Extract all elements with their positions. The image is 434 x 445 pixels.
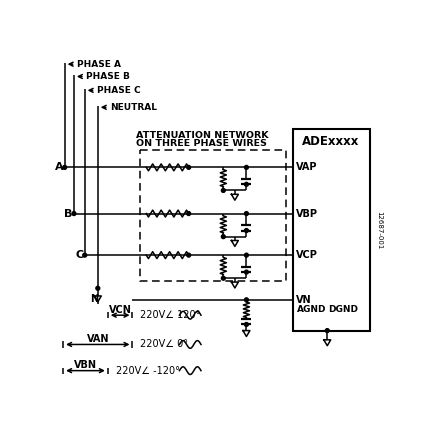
Text: VAP: VAP	[295, 162, 316, 172]
Text: VBN: VBN	[74, 360, 97, 370]
Circle shape	[244, 229, 248, 232]
Text: PHASE B: PHASE B	[86, 72, 130, 81]
Text: ATTENUATION NETWORK: ATTENUATION NETWORK	[135, 131, 267, 140]
Text: ON THREE PHASE WIRES: ON THREE PHASE WIRES	[136, 139, 266, 148]
Text: 220V∠ 120°: 220V∠ 120°	[140, 310, 200, 320]
Circle shape	[186, 212, 190, 215]
Circle shape	[95, 286, 99, 290]
Text: B: B	[64, 209, 72, 218]
Circle shape	[62, 166, 66, 169]
Circle shape	[186, 166, 190, 169]
Text: DGND: DGND	[327, 304, 357, 314]
Circle shape	[221, 276, 225, 280]
Bar	[140, 150, 286, 280]
Text: PHASE C: PHASE C	[97, 86, 140, 95]
Circle shape	[244, 182, 248, 186]
Text: VN: VN	[295, 295, 311, 305]
Circle shape	[186, 253, 190, 257]
Circle shape	[72, 212, 76, 215]
Text: NEUTRAL: NEUTRAL	[110, 103, 157, 112]
Circle shape	[244, 270, 248, 274]
Circle shape	[325, 329, 329, 332]
Text: VCP: VCP	[295, 250, 317, 260]
Circle shape	[221, 235, 225, 239]
Text: VBP: VBP	[295, 209, 317, 218]
Text: 12687-001: 12687-001	[375, 210, 381, 249]
Text: 220V∠ 0°: 220V∠ 0°	[140, 340, 188, 349]
Text: VAN: VAN	[86, 334, 109, 344]
Text: N: N	[90, 295, 98, 304]
Circle shape	[244, 212, 248, 215]
Text: C: C	[75, 250, 83, 260]
Bar	[292, 129, 369, 331]
Circle shape	[244, 166, 248, 169]
Text: A: A	[55, 162, 63, 172]
Circle shape	[244, 298, 248, 302]
Text: VCN: VCN	[108, 305, 131, 315]
Circle shape	[221, 189, 225, 192]
Circle shape	[244, 253, 248, 257]
Text: AGND: AGND	[296, 304, 326, 314]
Text: 220V∠ -120°: 220V∠ -120°	[115, 366, 179, 376]
Text: PHASE A: PHASE A	[77, 60, 121, 69]
Circle shape	[244, 323, 248, 326]
Circle shape	[82, 253, 86, 257]
Text: ADExxxx: ADExxxx	[302, 135, 359, 148]
